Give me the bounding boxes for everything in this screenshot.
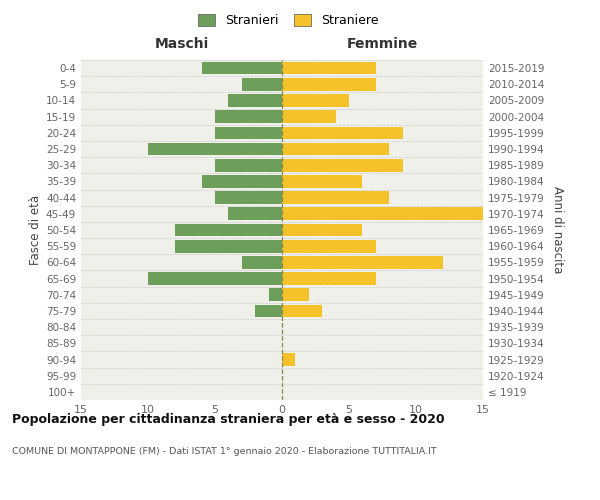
Bar (175, 240, 282, 252)
Bar (215, 159, 282, 172)
Bar (202, 175, 282, 188)
Bar (215, 110, 282, 123)
Text: Popolazione per cittadinanza straniera per età e sesso - 2020: Popolazione per cittadinanza straniera p… (12, 412, 445, 426)
Bar (282, 175, 362, 188)
Bar (282, 208, 483, 220)
Y-axis label: Fasce di età: Fasce di età (29, 195, 42, 265)
Legend: Stranieri, Straniere: Stranieri, Straniere (193, 8, 383, 32)
Bar (282, 272, 376, 285)
Bar (229, 94, 282, 107)
Bar (282, 353, 295, 366)
Bar (282, 304, 322, 318)
Bar (282, 192, 389, 204)
Bar (282, 110, 335, 123)
Bar (242, 256, 282, 268)
Bar (282, 126, 403, 139)
Text: Femmine: Femmine (347, 37, 418, 51)
Bar (148, 142, 282, 156)
Bar (242, 78, 282, 90)
Bar (282, 159, 403, 172)
Bar (148, 272, 282, 285)
Bar (282, 240, 376, 252)
Bar (282, 256, 443, 268)
Bar (282, 94, 349, 107)
Bar (255, 304, 282, 318)
Text: Maschi: Maschi (154, 37, 209, 51)
Bar (175, 224, 282, 236)
Bar (215, 192, 282, 204)
Bar (282, 288, 309, 301)
Bar (215, 126, 282, 139)
Y-axis label: Anni di nascita: Anni di nascita (551, 186, 564, 274)
Bar (269, 288, 282, 301)
Bar (282, 78, 376, 90)
Bar (229, 208, 282, 220)
Bar (202, 62, 282, 74)
Bar (282, 224, 362, 236)
Bar (282, 62, 376, 74)
Text: COMUNE DI MONTAPPONE (FM) - Dati ISTAT 1° gennaio 2020 - Elaborazione TUTTITALIA: COMUNE DI MONTAPPONE (FM) - Dati ISTAT 1… (12, 448, 437, 456)
Bar (282, 142, 389, 156)
